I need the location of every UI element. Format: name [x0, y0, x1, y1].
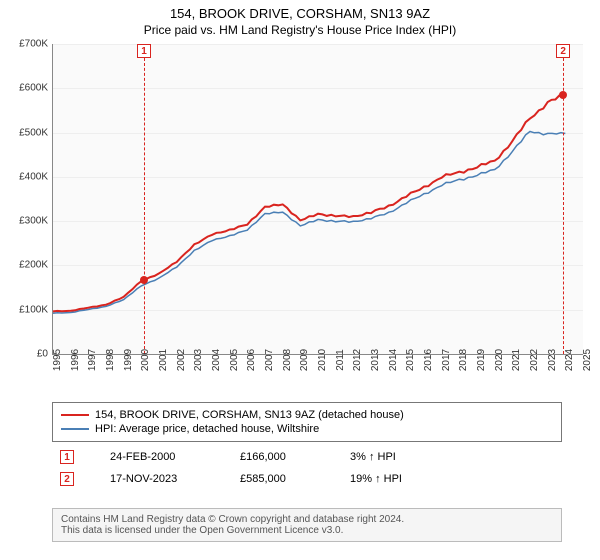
x-tick-label: 2001: [158, 349, 169, 371]
x-tick-label: 2021: [511, 349, 522, 371]
credits-box: Contains HM Land Registry data © Crown c…: [52, 508, 562, 542]
x-tick-label: 2002: [176, 349, 187, 371]
event-marker-2: 2: [60, 472, 74, 486]
x-tick-label: 2018: [458, 349, 469, 371]
x-tick-label: 2014: [388, 349, 399, 371]
x-tick-label: 2010: [317, 349, 328, 371]
marker-line-2: [563, 58, 564, 354]
x-tick-label: 1998: [105, 349, 116, 371]
legend-swatch-prop: [61, 414, 89, 416]
y-tick-label: £0: [0, 349, 48, 360]
y-tick-label: £500K: [0, 127, 48, 138]
data-point-2: [559, 91, 567, 99]
x-tick-label: 2022: [529, 349, 540, 371]
event-row: 1 24-FEB-2000 £166,000 3% ↑ HPI: [52, 446, 562, 468]
title-address: 154, BROOK DRIVE, CORSHAM, SN13 9AZ: [0, 0, 600, 21]
legend-box: 154, BROOK DRIVE, CORSHAM, SN13 9AZ (det…: [52, 402, 562, 442]
x-tick-label: 2015: [405, 349, 416, 371]
event-table: 1 24-FEB-2000 £166,000 3% ↑ HPI 2 17-NOV…: [52, 446, 562, 490]
series-line-prop: [53, 93, 565, 312]
x-tick-label: 2011: [335, 349, 346, 371]
credits-line1: Contains HM Land Registry data © Crown c…: [61, 514, 553, 525]
title-subtitle: Price paid vs. HM Land Registry's House …: [0, 21, 600, 37]
x-tick-label: 2007: [264, 349, 275, 371]
data-point-1: [140, 276, 148, 284]
x-tick-label: 1999: [123, 349, 134, 371]
marker-line-1: [144, 58, 145, 354]
x-tick-label: 2006: [246, 349, 257, 371]
legend-label-prop: 154, BROOK DRIVE, CORSHAM, SN13 9AZ (det…: [95, 409, 404, 421]
x-tick-label: 1997: [87, 349, 98, 371]
event-date-1: 24-FEB-2000: [110, 451, 210, 463]
plot-area: 12: [52, 44, 583, 355]
event-price-1: £166,000: [240, 451, 320, 463]
legend-label-hpi: HPI: Average price, detached house, Wilt…: [95, 423, 319, 435]
x-tick-label: 2019: [476, 349, 487, 371]
x-tick-label: 2023: [547, 349, 558, 371]
marker-box-1: 1: [137, 44, 151, 58]
x-tick-label: 2020: [494, 349, 505, 371]
legend-row: HPI: Average price, detached house, Wilt…: [61, 422, 553, 436]
event-date-2: 17-NOV-2023: [110, 473, 210, 485]
x-tick-label: 2000: [140, 349, 151, 371]
y-tick-label: £400K: [0, 171, 48, 182]
x-tick-label: 2004: [211, 349, 222, 371]
y-tick-label: £300K: [0, 216, 48, 227]
x-tick-label: 2024: [564, 349, 575, 371]
credits-line2: This data is licensed under the Open Gov…: [61, 525, 553, 536]
y-tick-label: £100K: [0, 304, 48, 315]
event-row: 2 17-NOV-2023 £585,000 19% ↑ HPI: [52, 468, 562, 490]
legend-row: 154, BROOK DRIVE, CORSHAM, SN13 9AZ (det…: [61, 408, 553, 422]
chart-container: 154, BROOK DRIVE, CORSHAM, SN13 9AZ Pric…: [0, 0, 600, 560]
x-tick-label: 1995: [52, 349, 63, 371]
x-tick-label: 2008: [282, 349, 293, 371]
x-tick-label: 2005: [229, 349, 240, 371]
x-tick-label: 2013: [370, 349, 381, 371]
x-tick-label: 2012: [352, 349, 363, 371]
event-pct-1: 3% ↑ HPI: [350, 451, 450, 463]
x-tick-label: 2003: [193, 349, 204, 371]
y-tick-label: £600K: [0, 83, 48, 94]
series-line-hpi: [53, 132, 565, 314]
x-tick-label: 2025: [582, 349, 593, 371]
y-tick-label: £700K: [0, 39, 48, 50]
x-tick-label: 1996: [70, 349, 81, 371]
y-tick-label: £200K: [0, 260, 48, 271]
event-price-2: £585,000: [240, 473, 320, 485]
marker-box-2: 2: [556, 44, 570, 58]
legend-swatch-hpi: [61, 428, 89, 430]
event-pct-2: 19% ↑ HPI: [350, 473, 450, 485]
x-tick-label: 2017: [441, 349, 452, 371]
x-tick-label: 2016: [423, 349, 434, 371]
x-tick-label: 2009: [299, 349, 310, 371]
event-marker-1: 1: [60, 450, 74, 464]
